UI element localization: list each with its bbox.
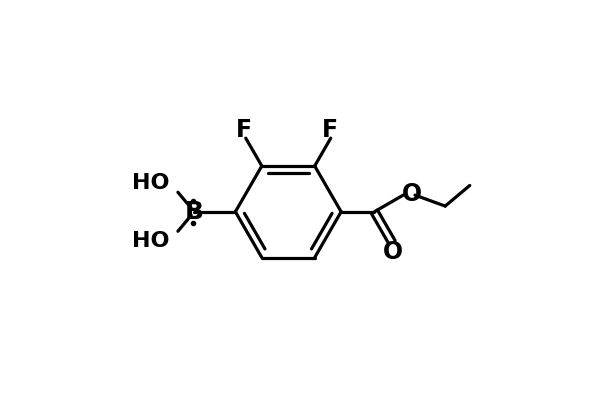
Text: HO: HO <box>132 173 170 193</box>
Text: F: F <box>322 118 338 142</box>
Text: HO: HO <box>132 231 170 251</box>
Text: O: O <box>383 240 403 264</box>
Text: O: O <box>402 182 422 206</box>
Text: F: F <box>236 118 252 142</box>
Text: B: B <box>185 200 204 224</box>
